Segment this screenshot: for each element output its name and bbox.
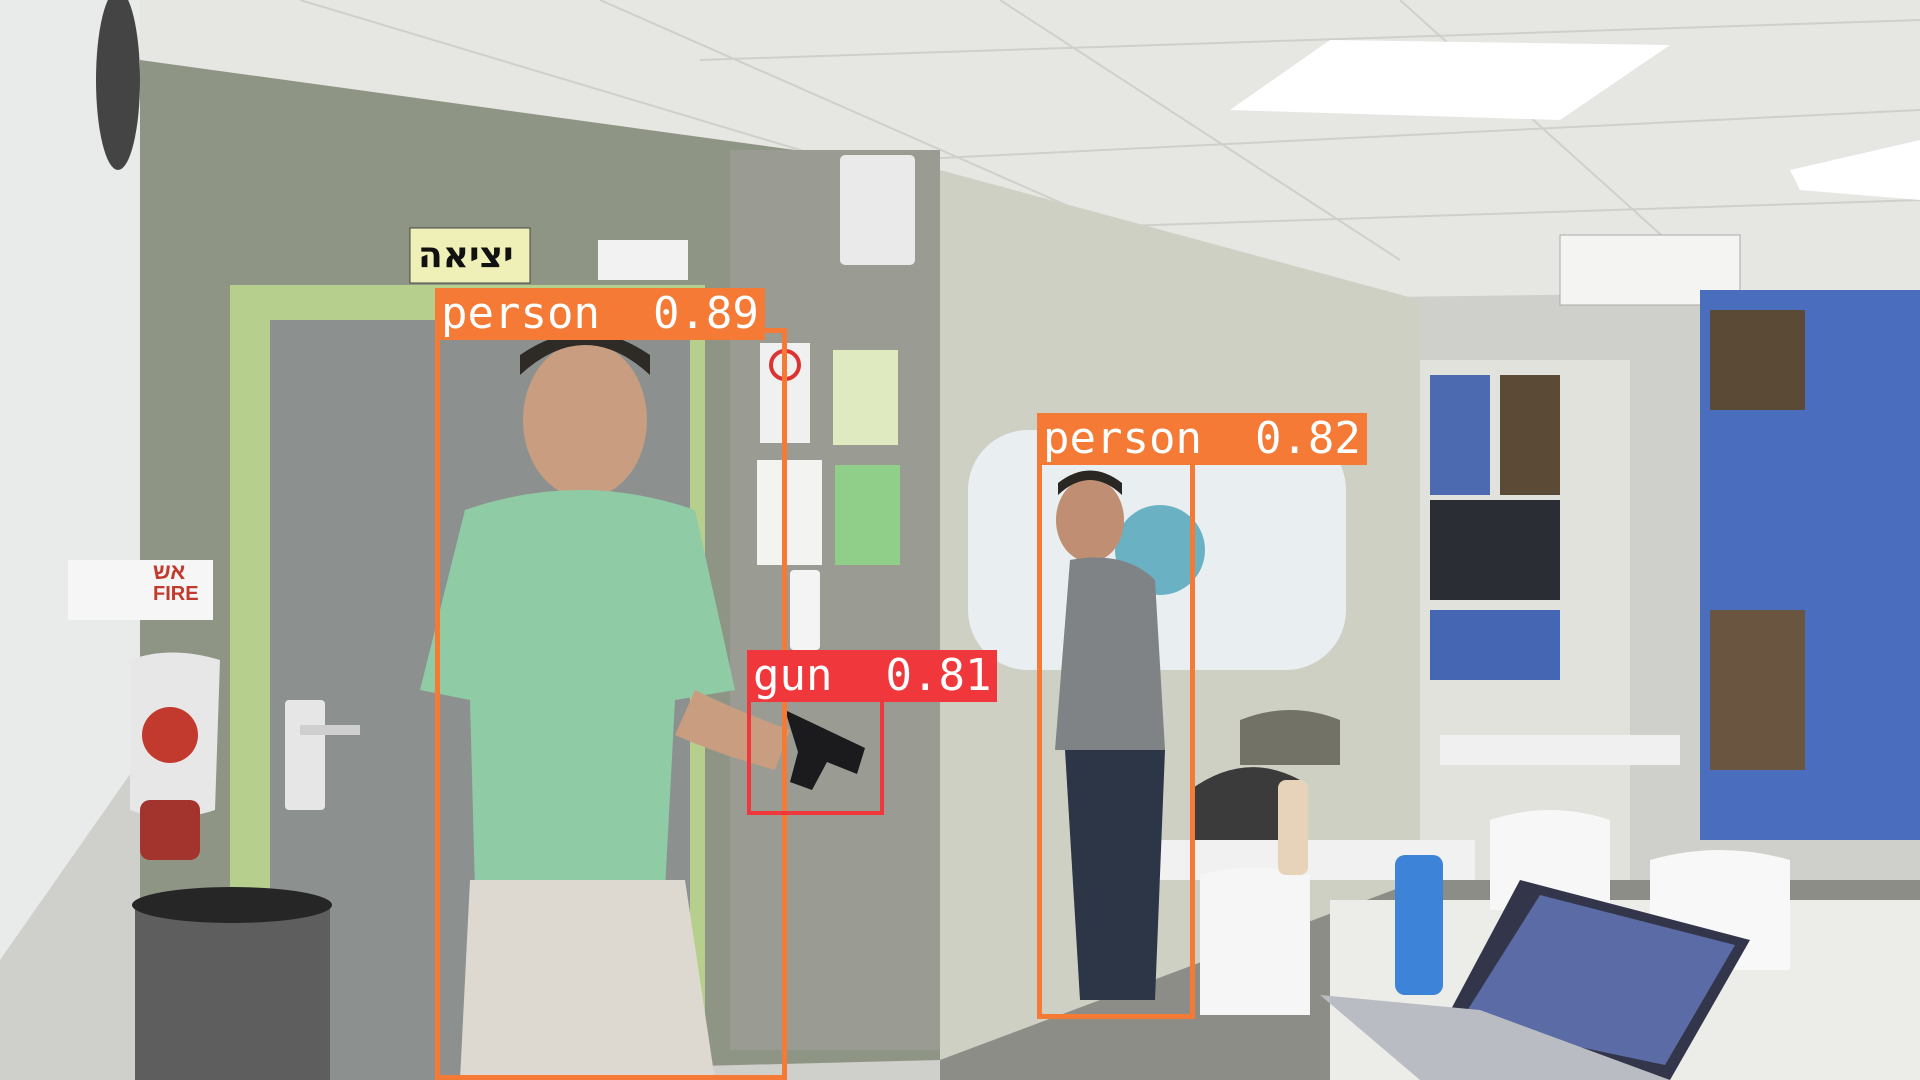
locker-open xyxy=(1710,610,1805,770)
detection-label-gun: gun 0.81 xyxy=(747,650,998,702)
detection-class: person xyxy=(1043,413,1202,464)
backpack xyxy=(1190,767,1300,840)
wall-clock xyxy=(96,0,140,170)
detection-score: 0.82 xyxy=(1254,413,1361,464)
paper-notice xyxy=(757,460,822,565)
detection-box-person xyxy=(435,328,787,1080)
wall-speaker xyxy=(840,155,915,265)
tv-monitor xyxy=(1430,500,1560,600)
bag xyxy=(1240,710,1340,765)
shelter-sign xyxy=(833,350,898,445)
trash-bin xyxy=(135,905,330,1080)
detection-box-gun xyxy=(747,693,884,815)
cabinet-door xyxy=(1430,375,1490,495)
ceiling-light xyxy=(1230,40,1670,120)
handgun xyxy=(785,710,865,790)
door-handle-plate xyxy=(285,700,325,810)
fire-sign-english: FIRE xyxy=(153,583,199,605)
person-shirt xyxy=(420,490,735,890)
bottle xyxy=(1278,780,1308,875)
exit-sign-plate xyxy=(409,227,531,284)
desk xyxy=(1440,735,1680,765)
detection-label-person: person 0.82 xyxy=(1037,413,1367,465)
person-hair xyxy=(1058,470,1122,495)
person-arm xyxy=(675,690,790,770)
fire-sign-hebrew: אש xyxy=(153,559,186,584)
detection-box-person xyxy=(1037,457,1195,1019)
detection-score: 0.89 xyxy=(652,288,759,339)
info-sign xyxy=(598,240,688,280)
person-head xyxy=(1056,478,1124,562)
detection-score: 0.81 xyxy=(885,650,992,701)
wall-column xyxy=(730,150,940,1050)
chair xyxy=(1200,867,1310,1015)
detection-class: person xyxy=(441,288,600,339)
left-wall xyxy=(0,0,140,960)
detection-label-person: person 0.89 xyxy=(435,288,765,340)
laptop-base xyxy=(1320,995,1670,1080)
person-head xyxy=(523,342,647,498)
person-jeans xyxy=(1065,750,1165,1000)
ceiling-light xyxy=(1790,140,1920,200)
detection-class: gun xyxy=(753,650,833,701)
exit-sign: יציאה xyxy=(418,235,514,276)
person-pants xyxy=(460,880,715,1080)
person-hair xyxy=(520,332,650,375)
person-shirt xyxy=(1055,557,1165,750)
water-bottle xyxy=(1395,855,1443,995)
laptop-display xyxy=(1460,895,1735,1065)
fire-sign-plate xyxy=(68,560,213,620)
trash-bin-lid xyxy=(132,887,332,923)
cabinet-open xyxy=(1500,375,1560,495)
extinguisher xyxy=(140,800,200,860)
door-handle xyxy=(300,725,360,735)
fire-logo xyxy=(142,707,198,763)
green-notice xyxy=(835,465,900,565)
cabinet-door xyxy=(1430,610,1560,680)
hand-sanitizer xyxy=(790,570,820,650)
locker-open xyxy=(1710,310,1805,410)
